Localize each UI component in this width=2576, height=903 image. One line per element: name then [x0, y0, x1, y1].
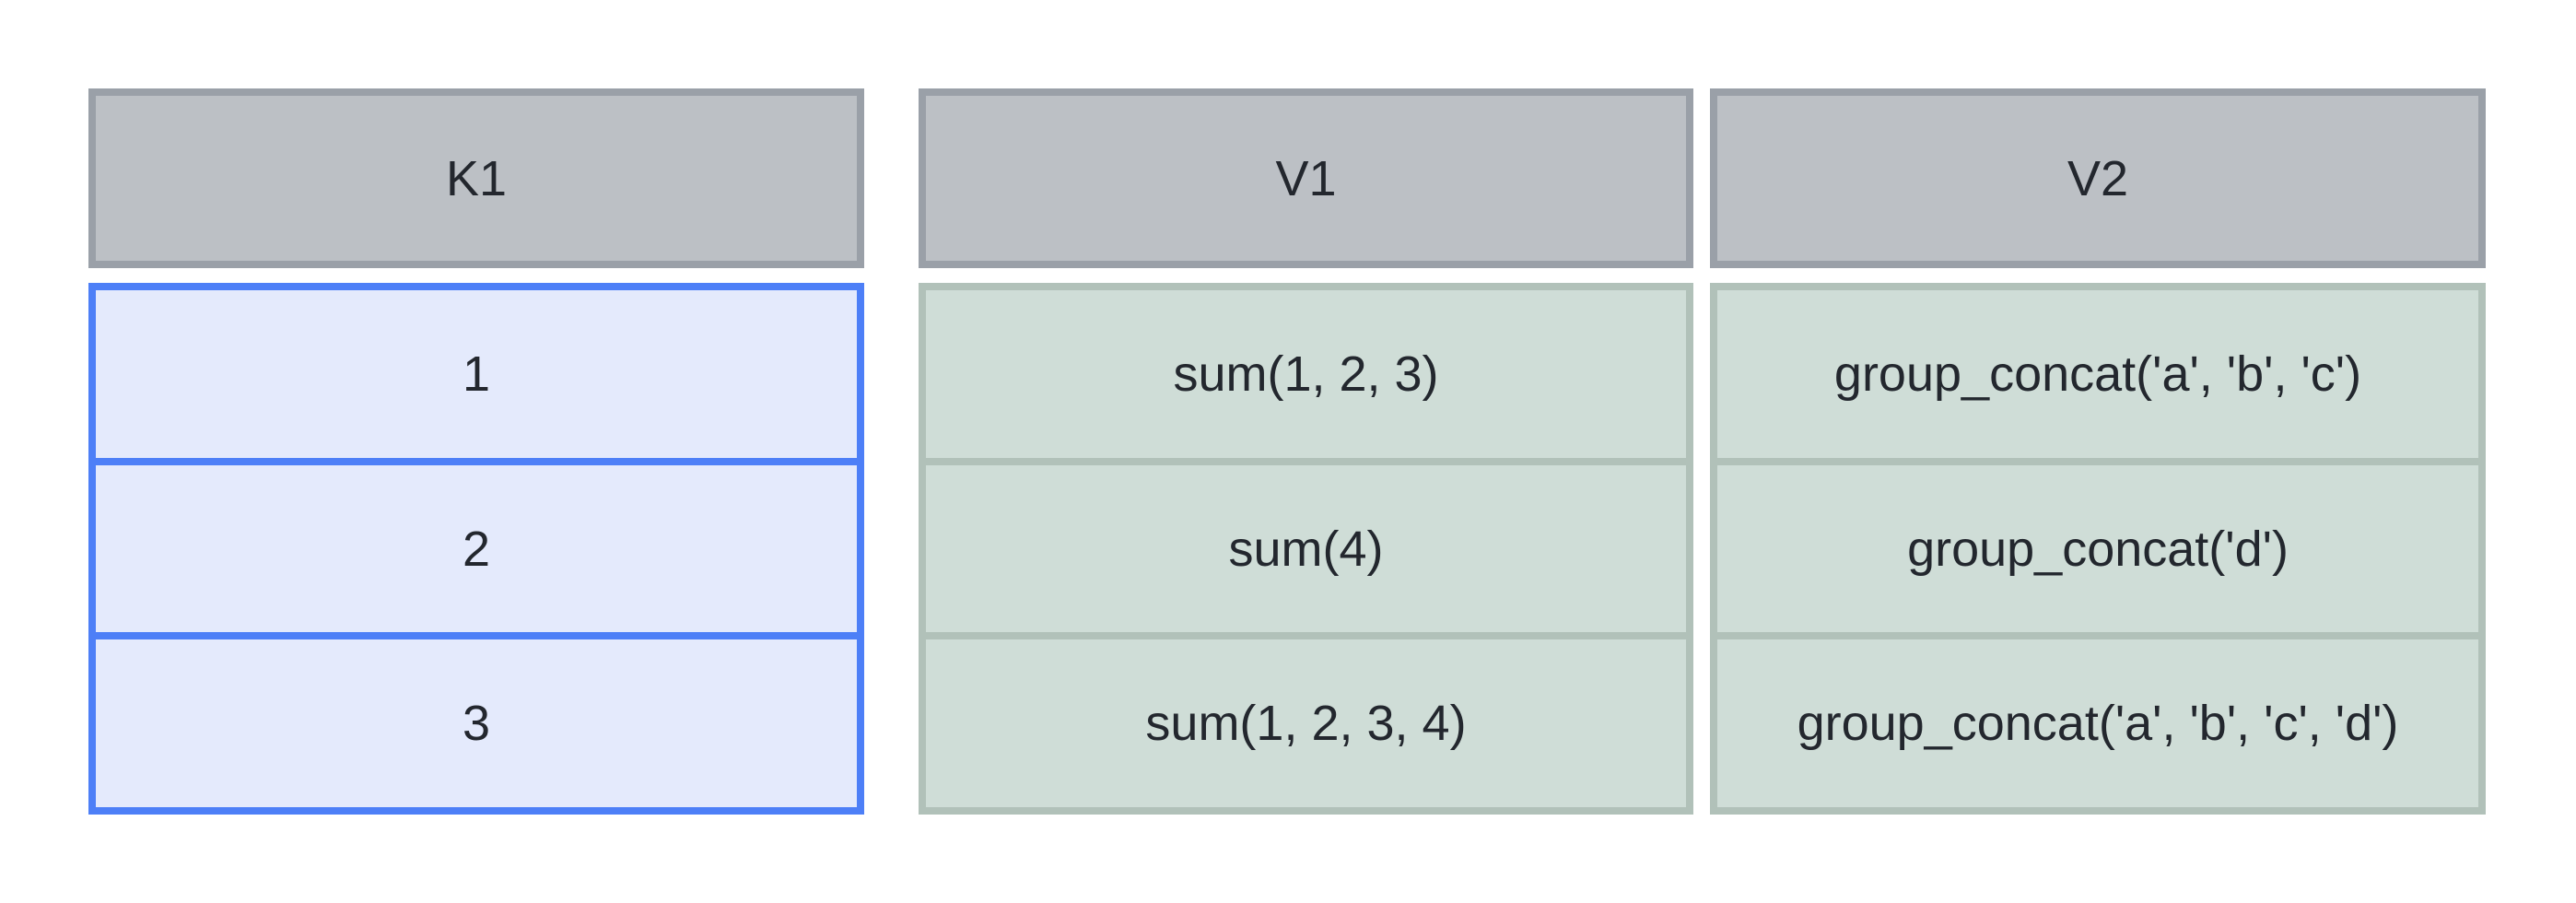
value-cell-v2-row1: group_concat('a', 'b', 'c')	[1717, 290, 2478, 458]
column-header-v2: V2	[1710, 88, 2486, 268]
column-k1: K1 1 2 3	[88, 88, 864, 815]
key-rows-k1: 1 2 3	[88, 283, 864, 815]
value-cell-v1-row1: sum(1, 2, 3)	[926, 290, 1686, 458]
value-rows-v2: group_concat('a', 'b', 'c') group_concat…	[1710, 283, 2486, 815]
key-cell-k1-row2: 2	[96, 457, 857, 633]
value-cell-v2-row3: group_concat('a', 'b', 'c', 'd')	[1717, 632, 2478, 808]
column-v1: V1 sum(1, 2, 3) sum(4) sum(1, 2, 3, 4)	[919, 88, 1693, 815]
key-cell-k1-row3: 3	[96, 632, 857, 808]
value-cell-v2-row2: group_concat('d')	[1717, 457, 2478, 633]
column-header-v1: V1	[919, 88, 1693, 268]
column-v2: V2 group_concat('a', 'b', 'c') group_con…	[1710, 88, 2486, 815]
key-cell-k1-row1: 1	[96, 290, 857, 458]
value-cell-v1-row2: sum(4)	[926, 457, 1686, 633]
value-cell-v1-row3: sum(1, 2, 3, 4)	[926, 632, 1686, 808]
value-rows-v1: sum(1, 2, 3) sum(4) sum(1, 2, 3, 4)	[919, 283, 1693, 815]
column-header-k1: K1	[88, 88, 864, 268]
